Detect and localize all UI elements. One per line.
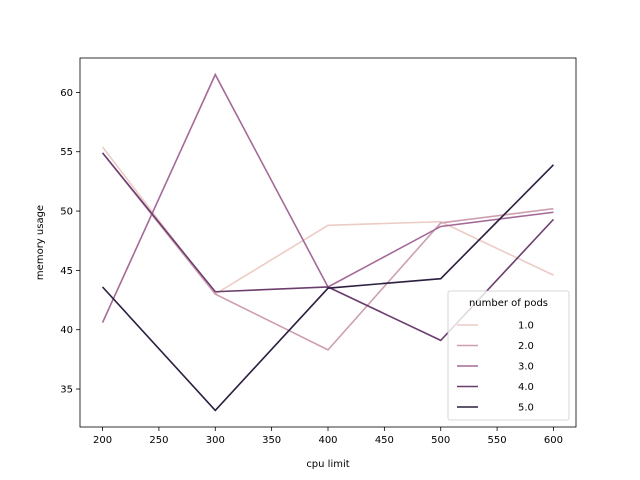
- x-tick-label: 400: [318, 435, 337, 446]
- x-axis: 200 250 300 350 400 450 500 550 600: [93, 427, 563, 446]
- legend-label: 1.0: [518, 321, 534, 332]
- x-tick-label: 550: [488, 435, 507, 446]
- x-tick-label: 250: [149, 435, 168, 446]
- x-tick-label: 300: [206, 435, 225, 446]
- legend-title: number of pods: [469, 298, 548, 309]
- y-tick-label: 45: [60, 266, 73, 277]
- x-tick-label: 200: [93, 435, 112, 446]
- y-axis: 35 40 45 50 55 60: [60, 88, 80, 396]
- series-line-2-0: [101, 152, 554, 351]
- y-axis-label: memory usage: [35, 205, 46, 280]
- legend: number of pods 1.0 2.0 3.0 4.0 5.0: [447, 290, 570, 421]
- legend-box: [447, 290, 570, 421]
- y-tick-label: 55: [60, 147, 73, 158]
- y-tick-label: 40: [60, 325, 73, 336]
- x-axis-label: cpu limit: [306, 459, 349, 470]
- y-tick-label: 35: [60, 385, 73, 396]
- y-tick-label: 50: [60, 207, 73, 218]
- legend-label: 4.0: [518, 382, 534, 393]
- legend-label: 5.0: [518, 403, 534, 414]
- legend-label: 3.0: [518, 362, 534, 373]
- legend-label: 2.0: [518, 341, 534, 352]
- x-tick-label: 350: [262, 435, 281, 446]
- x-tick-label: 450: [375, 435, 394, 446]
- x-tick-label: 500: [431, 435, 450, 446]
- legend-entries: 1.0 2.0 3.0 4.0 5.0: [457, 321, 534, 414]
- series-line-5-0: [101, 164, 555, 412]
- y-tick-label: 60: [60, 88, 73, 99]
- series-layer: [101, 72, 555, 412]
- x-tick-label: 600: [544, 435, 563, 446]
